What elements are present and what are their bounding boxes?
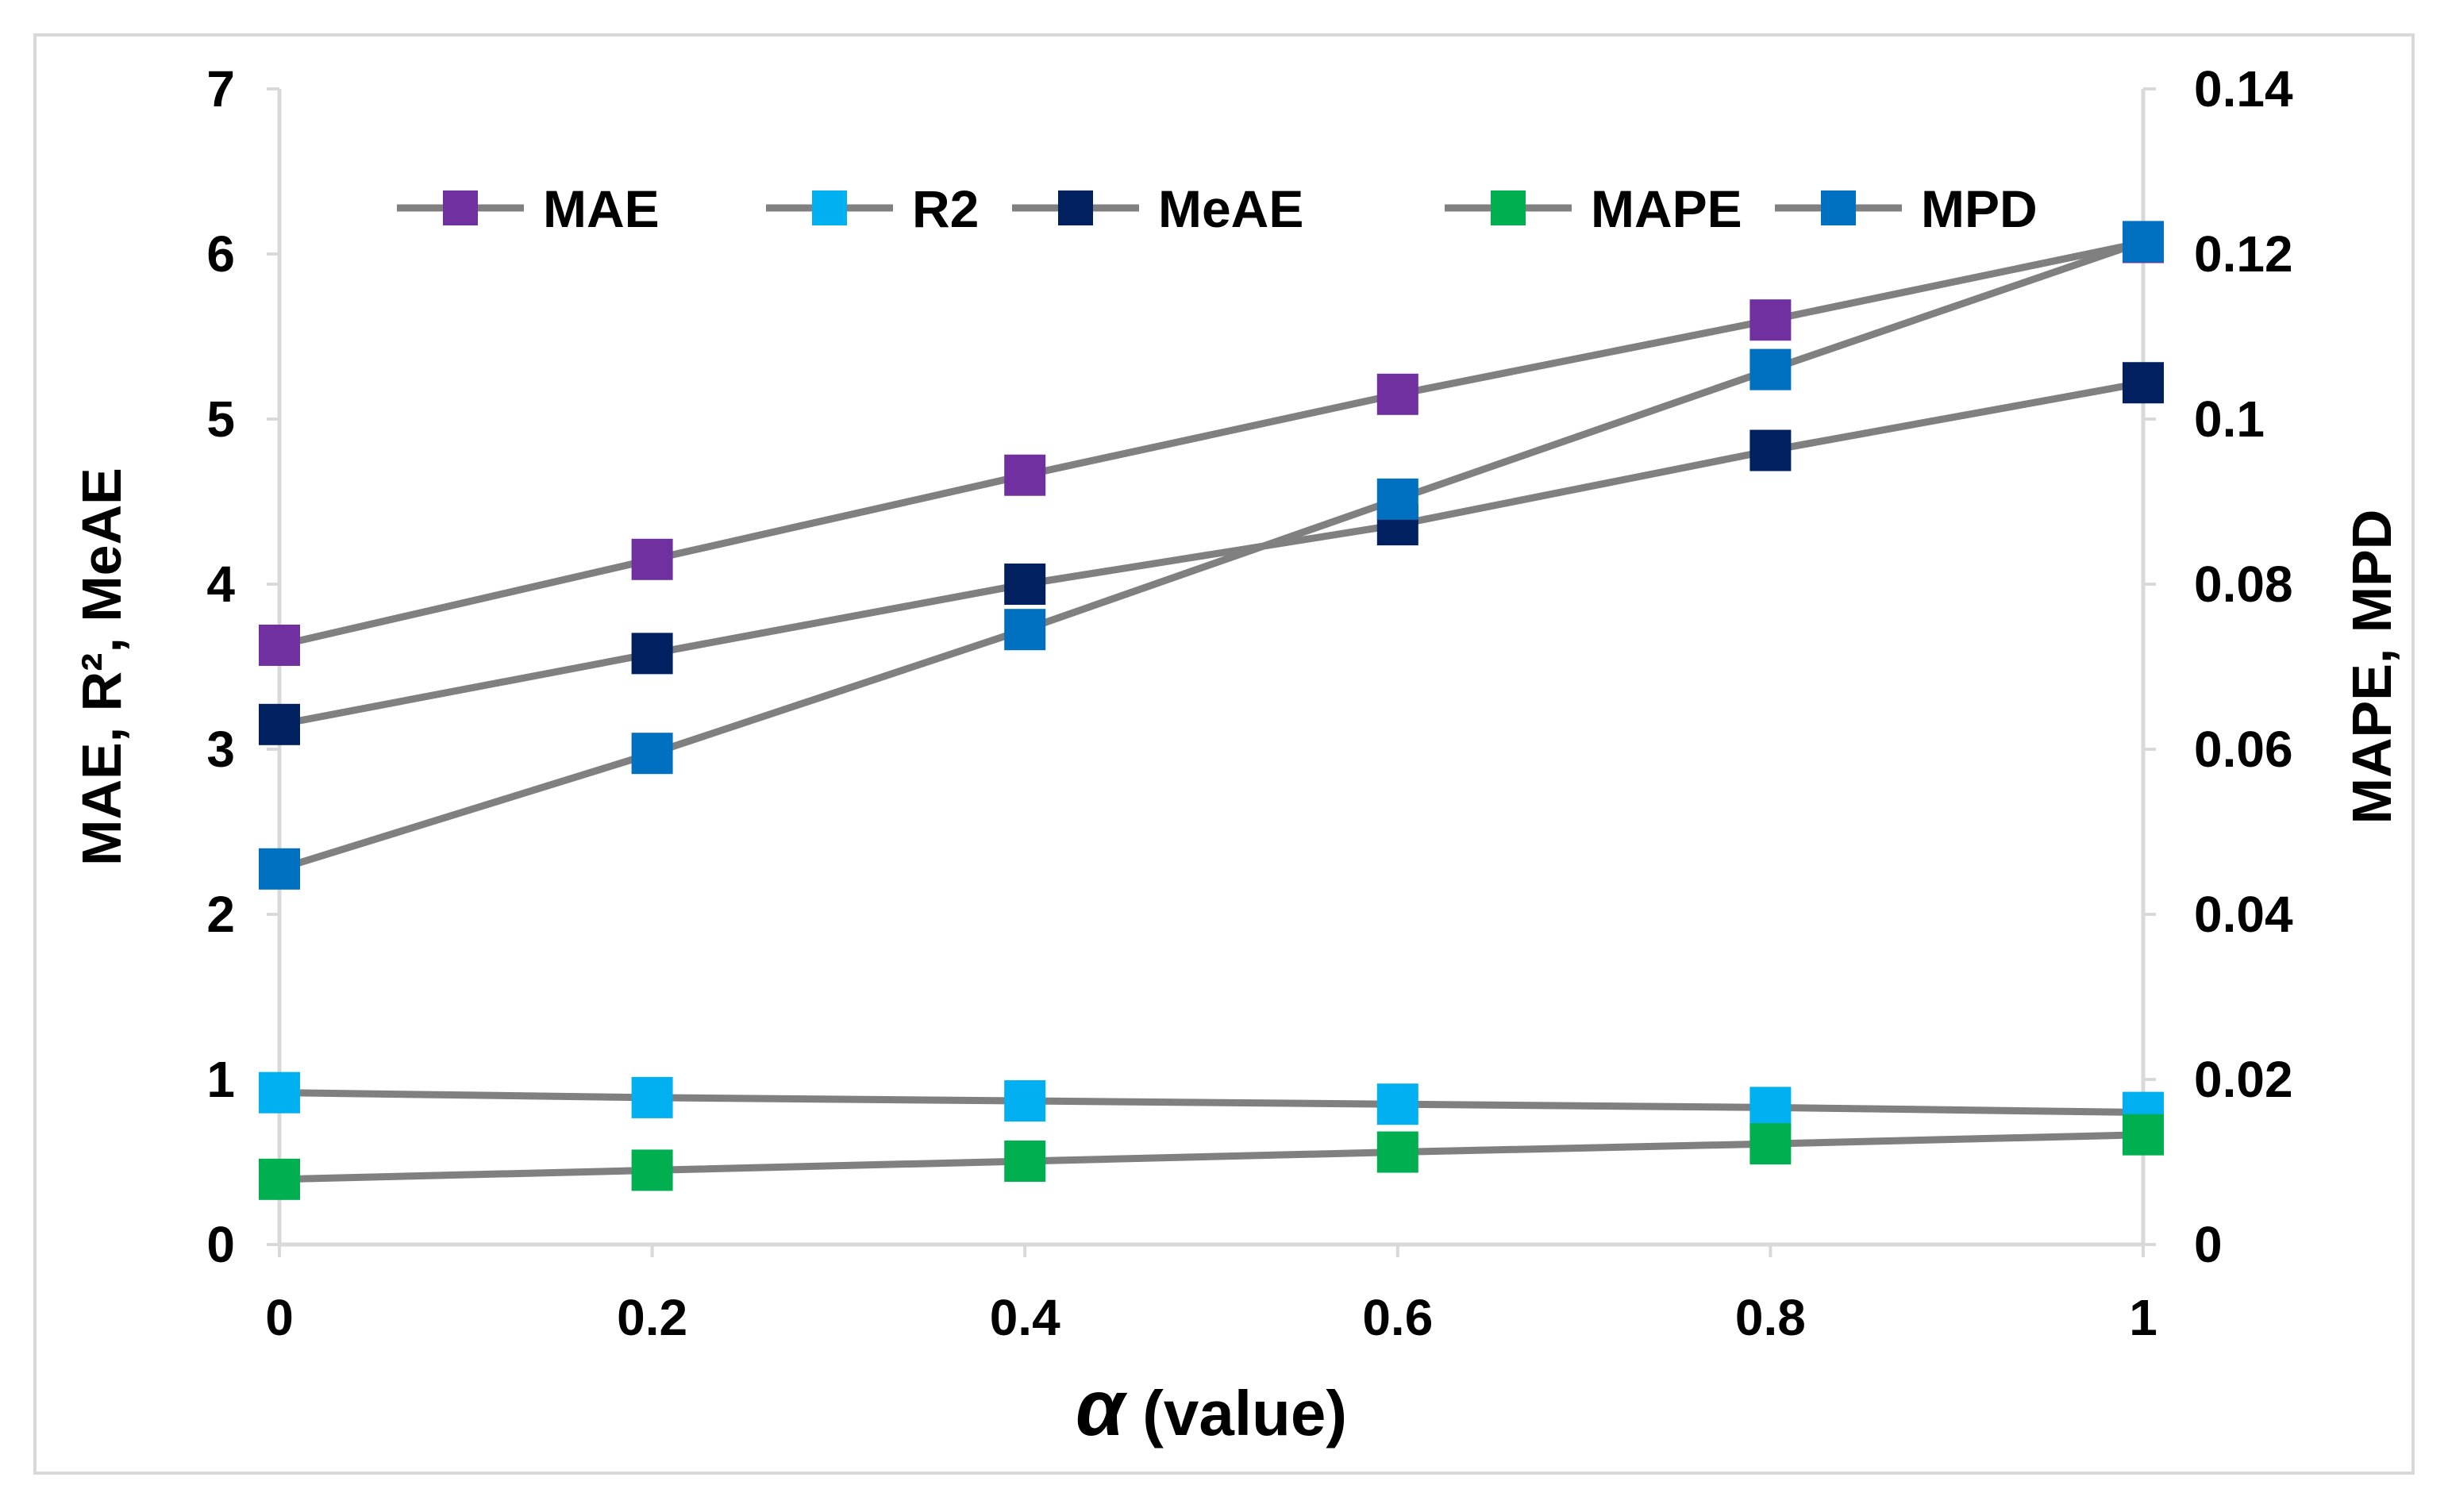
- x-tick-label: 0.8: [1735, 1289, 1806, 1346]
- data-point-mae: [631, 538, 673, 580]
- left-y-axis-label: MAE, R², MeAE: [71, 467, 133, 866]
- right-y-tick-label: 0: [2194, 1216, 2223, 1273]
- right-y-tick-label: 0.08: [2194, 556, 2293, 613]
- chart-border: [33, 33, 2415, 1475]
- data-point-mpd: [631, 733, 673, 775]
- x-tick-label: 0.4: [990, 1289, 1060, 1346]
- legend-label: R2: [912, 179, 979, 238]
- axes: [277, 89, 2146, 1247]
- x-tick-label: 0.6: [1362, 1289, 1433, 1346]
- data-point-mae: [1749, 299, 1792, 341]
- series-line-mae: [278, 239, 2144, 649]
- data-point-mpd: [1749, 348, 1792, 391]
- legend-item-r2: R2: [766, 179, 979, 238]
- right-y-tick-label: 0.14: [2194, 60, 2293, 117]
- legend-label: MAPE: [1591, 179, 1742, 238]
- legend-label: MeAE: [1158, 179, 1303, 238]
- data-point-mape: [1749, 1123, 1792, 1165]
- data-point-mpd: [2123, 221, 2164, 263]
- legend-item-mpd: MPD: [1775, 179, 2038, 238]
- series-group: [259, 221, 2164, 1200]
- legend-item-mape: MAPE: [1445, 179, 1742, 238]
- right-y-tick-label: 0.12: [2194, 225, 2293, 283]
- x-axis-label-symbol: α: [1076, 1364, 1128, 1452]
- series-line-mpd: [278, 238, 2145, 873]
- left-y-tick-label: 2: [206, 886, 235, 943]
- left-y-tick-label: 7: [206, 60, 235, 117]
- data-point-mae: [1376, 373, 1418, 415]
- data-point-r2: [259, 1071, 300, 1114]
- legend-label: MPD: [1921, 179, 2038, 238]
- left-y-tick-label: 3: [206, 721, 235, 778]
- left-y-tick-label: 5: [206, 391, 235, 448]
- series-line-meae: [279, 379, 2144, 729]
- data-point-meae: [2123, 362, 2164, 404]
- x-axis-label: α (value): [1076, 1364, 1347, 1452]
- right-y-tick-label: 0.02: [2194, 1051, 2293, 1108]
- x-tick-label: 0.2: [617, 1289, 687, 1346]
- series-line-mape: [279, 1131, 2144, 1183]
- x-axis-label-text: (value): [1125, 1378, 1347, 1449]
- data-point-mape: [259, 1158, 300, 1200]
- legend-marker: [1491, 190, 1526, 225]
- data-point-mpd: [259, 848, 300, 890]
- data-point-meae: [631, 633, 673, 675]
- left-y-tick-label: 6: [206, 225, 235, 283]
- right-y-tick-label: 0.04: [2194, 886, 2293, 943]
- series-meae: [259, 362, 2164, 745]
- right-y-tick-label: 0.06: [2194, 721, 2293, 778]
- data-point-r2: [1749, 1087, 1792, 1129]
- data-point-mae: [1004, 454, 1046, 496]
- data-point-mape: [631, 1149, 673, 1191]
- left-y-tick-label: 4: [206, 556, 235, 613]
- data-point-mape: [1004, 1140, 1046, 1182]
- x-tick-labels: 0 0.2 0.4 0.6 0.8 1: [265, 1245, 2157, 1346]
- data-point-mae: [259, 624, 300, 666]
- right-y-tick-labels: 0 0.02 0.04 0.06 0.08 0.1 0.12 0.14: [2143, 60, 2293, 1273]
- right-y-axis-label: MAPE, MPD: [2341, 510, 2403, 825]
- right-y-tick-label: 0.1: [2194, 391, 2265, 448]
- x-tick-label: 1: [2129, 1289, 2157, 1346]
- left-y-tick-label: 1: [206, 1051, 235, 1108]
- series-r2: [259, 1071, 2164, 1133]
- legend-marker: [1821, 190, 1856, 225]
- data-point-meae: [259, 703, 300, 745]
- data-point-meae: [1004, 564, 1046, 605]
- series-mpd: [259, 221, 2164, 890]
- data-point-mape: [1376, 1131, 1418, 1173]
- data-point-mape: [2123, 1114, 2164, 1156]
- legend-item-mae: MAE: [397, 179, 660, 238]
- data-point-r2: [631, 1076, 673, 1118]
- legend-marker: [443, 190, 478, 225]
- left-y-tick-label: 0: [206, 1216, 235, 1273]
- data-point-r2: [1376, 1083, 1418, 1125]
- x-tick-label: 0: [265, 1289, 294, 1346]
- legend-marker: [812, 190, 847, 225]
- data-point-meae: [1749, 429, 1792, 471]
- legend-label: MAE: [543, 179, 660, 238]
- left-y-tick-labels: 0 1 2 3 4 5 6 7: [206, 60, 279, 1273]
- series-line-r2: [279, 1089, 2144, 1117]
- data-point-mpd: [1004, 609, 1046, 651]
- data-point-r2: [1004, 1080, 1046, 1122]
- data-point-mpd: [1376, 478, 1418, 520]
- series-mape: [259, 1114, 2164, 1200]
- legend: MAE R2 MeAE MAPE MPD: [397, 179, 2038, 238]
- legend-marker: [1058, 190, 1093, 225]
- legend-item-meae: MeAE: [1012, 179, 1303, 238]
